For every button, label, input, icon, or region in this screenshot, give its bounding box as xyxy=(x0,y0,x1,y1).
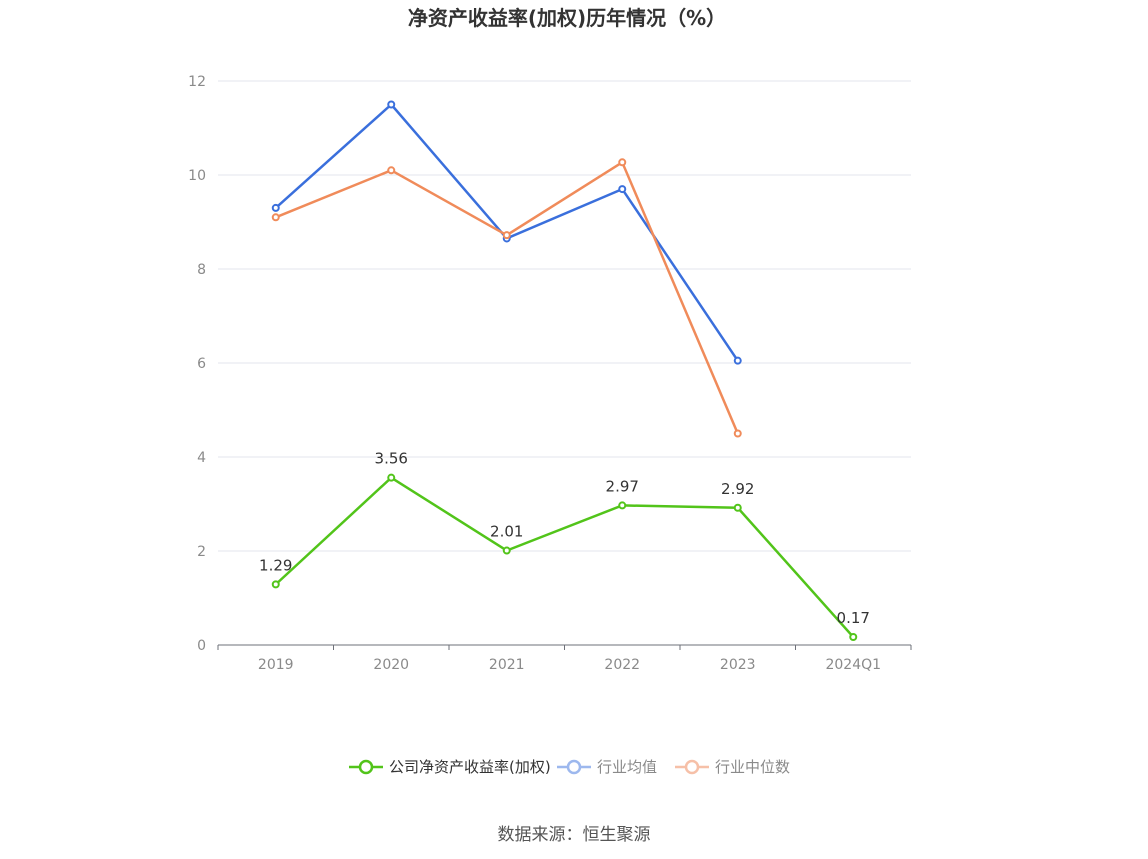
legend-marker xyxy=(566,759,582,775)
data-point xyxy=(387,100,396,109)
legend-marker xyxy=(684,759,700,775)
data-label: 2.01 xyxy=(490,523,523,541)
series-line xyxy=(275,161,739,434)
y-tick-label: 6 xyxy=(197,356,206,372)
legend-label: 行业中位数 xyxy=(715,758,790,776)
legend-item-1[interactable]: 行业均值 xyxy=(557,758,657,776)
data-point xyxy=(618,501,627,510)
data-point xyxy=(849,633,858,642)
data-label: 0.17 xyxy=(837,609,870,627)
legend-item-2[interactable]: 行业中位数 xyxy=(675,758,790,776)
data-point xyxy=(733,503,742,512)
chart-title: 净资产收益率(加权)历年情况（%） xyxy=(408,6,726,30)
y-tick-label: 10 xyxy=(188,168,206,184)
y-tick-label: 2 xyxy=(197,544,206,560)
data-point xyxy=(387,166,396,175)
series-layer: 1.29 3.56 2.01 2.97 2.92 0.17 xyxy=(259,100,870,642)
data-label: 2.92 xyxy=(721,480,754,498)
x-tick-label: 2022 xyxy=(604,657,640,673)
data-point xyxy=(733,429,742,438)
x-tick-label: 2021 xyxy=(489,657,525,673)
legend[interactable]: 公司净资产收益率(加权) 行业均值 行业中位数 xyxy=(349,758,790,776)
series-0: 1.29 3.56 2.01 2.97 2.92 0.17 xyxy=(259,450,870,642)
data-point xyxy=(271,213,280,222)
x-tick-label: 2023 xyxy=(720,657,756,673)
legend-label: 公司净资产收益率(加权) xyxy=(389,758,551,776)
y-tick-label: 4 xyxy=(197,450,206,466)
x-tick-label: 2024Q1 xyxy=(825,657,881,673)
data-label: 3.56 xyxy=(375,450,408,468)
x-tick-label: 2020 xyxy=(373,657,409,673)
data-point xyxy=(271,580,280,589)
legend-marker xyxy=(358,759,374,775)
x-tick-label: 2019 xyxy=(258,657,294,673)
x-axis: 2019 2020 2021 2022 2023 2024Q1 xyxy=(217,644,912,673)
legend-label: 行业均值 xyxy=(597,758,657,776)
data-point xyxy=(618,158,627,167)
series-2 xyxy=(271,158,742,438)
y-tick-label: 0 xyxy=(197,638,206,654)
data-point xyxy=(618,185,627,194)
series-line xyxy=(274,476,855,638)
legend-item-0[interactable]: 公司净资产收益率(加权) xyxy=(349,758,551,776)
source-note: 数据来源：恒生聚源 xyxy=(498,825,651,845)
y-tick-label: 12 xyxy=(188,74,206,90)
data-point xyxy=(387,473,396,482)
data-label: 1.29 xyxy=(259,556,292,574)
grid-lines xyxy=(218,80,911,552)
data-point xyxy=(502,231,511,240)
data-point xyxy=(502,546,511,555)
y-tick-label: 8 xyxy=(197,262,206,278)
data-point xyxy=(271,203,280,212)
y-axis-ticks: 0 2 4 6 8 10 12 xyxy=(188,74,206,654)
data-point xyxy=(733,356,742,365)
data-label: 2.97 xyxy=(606,477,639,495)
